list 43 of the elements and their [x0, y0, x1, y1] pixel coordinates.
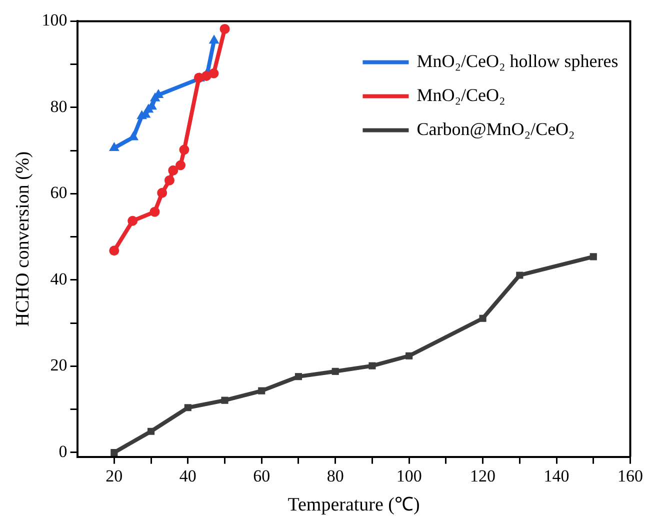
x-tick-label: 80: [326, 466, 344, 486]
x-tick-label: 160: [618, 466, 643, 486]
point: [406, 352, 413, 360]
point: [109, 246, 120, 256]
point: [147, 428, 155, 435]
point: [208, 34, 220, 44]
x-tick-label: 120: [470, 466, 496, 486]
legend-label: Carbon@MnO₂/CeO₂: [416, 118, 575, 139]
point: [110, 448, 118, 456]
point: [368, 362, 376, 370]
point: [479, 314, 486, 322]
point: [208, 68, 219, 78]
x-tick-label: 140: [544, 466, 570, 486]
y-tick-label: 40: [50, 269, 68, 288]
point: [258, 387, 266, 394]
legend-label: MnO₂/CeO₂: [416, 84, 506, 105]
x-axis-title: Temperature (℃): [288, 494, 420, 516]
x-tick-label: 40: [179, 466, 196, 486]
point: [220, 24, 230, 34]
y-tick-label: 0: [58, 442, 68, 461]
point: [150, 206, 160, 217]
point: [108, 142, 120, 151]
y-tick-label: 20: [50, 356, 68, 375]
y-axis-title: HCHO conversion (%): [12, 151, 34, 327]
point: [294, 373, 302, 380]
x-tick-label: 100: [396, 466, 422, 486]
point: [332, 368, 339, 375]
point: [184, 404, 192, 412]
point: [157, 188, 168, 198]
y-tick-label: 60: [50, 183, 68, 202]
point: [176, 160, 186, 170]
y-tick-label: 100: [42, 10, 68, 30]
point: [128, 216, 138, 226]
point: [179, 144, 190, 155]
legend-label: MnO₂/CeO₂ hollow spheres: [416, 50, 618, 71]
x-tick-label: 60: [253, 466, 270, 486]
x-tick-label: 20: [106, 466, 123, 486]
point: [164, 175, 174, 186]
point: [168, 165, 178, 176]
point: [516, 272, 524, 279]
y-tick-label: 80: [50, 96, 68, 116]
point: [221, 396, 228, 404]
point: [590, 253, 597, 260]
